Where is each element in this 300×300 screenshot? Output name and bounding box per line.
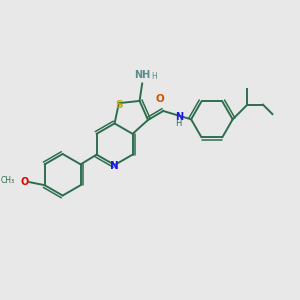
- Text: H: H: [176, 119, 182, 128]
- Text: NH: NH: [134, 70, 150, 80]
- Text: H: H: [151, 72, 157, 81]
- Text: O: O: [20, 176, 29, 187]
- Text: CH₃: CH₃: [1, 176, 15, 185]
- Text: S: S: [115, 100, 123, 110]
- Text: N: N: [175, 112, 183, 122]
- Text: O: O: [156, 94, 164, 104]
- Text: N: N: [110, 160, 119, 171]
